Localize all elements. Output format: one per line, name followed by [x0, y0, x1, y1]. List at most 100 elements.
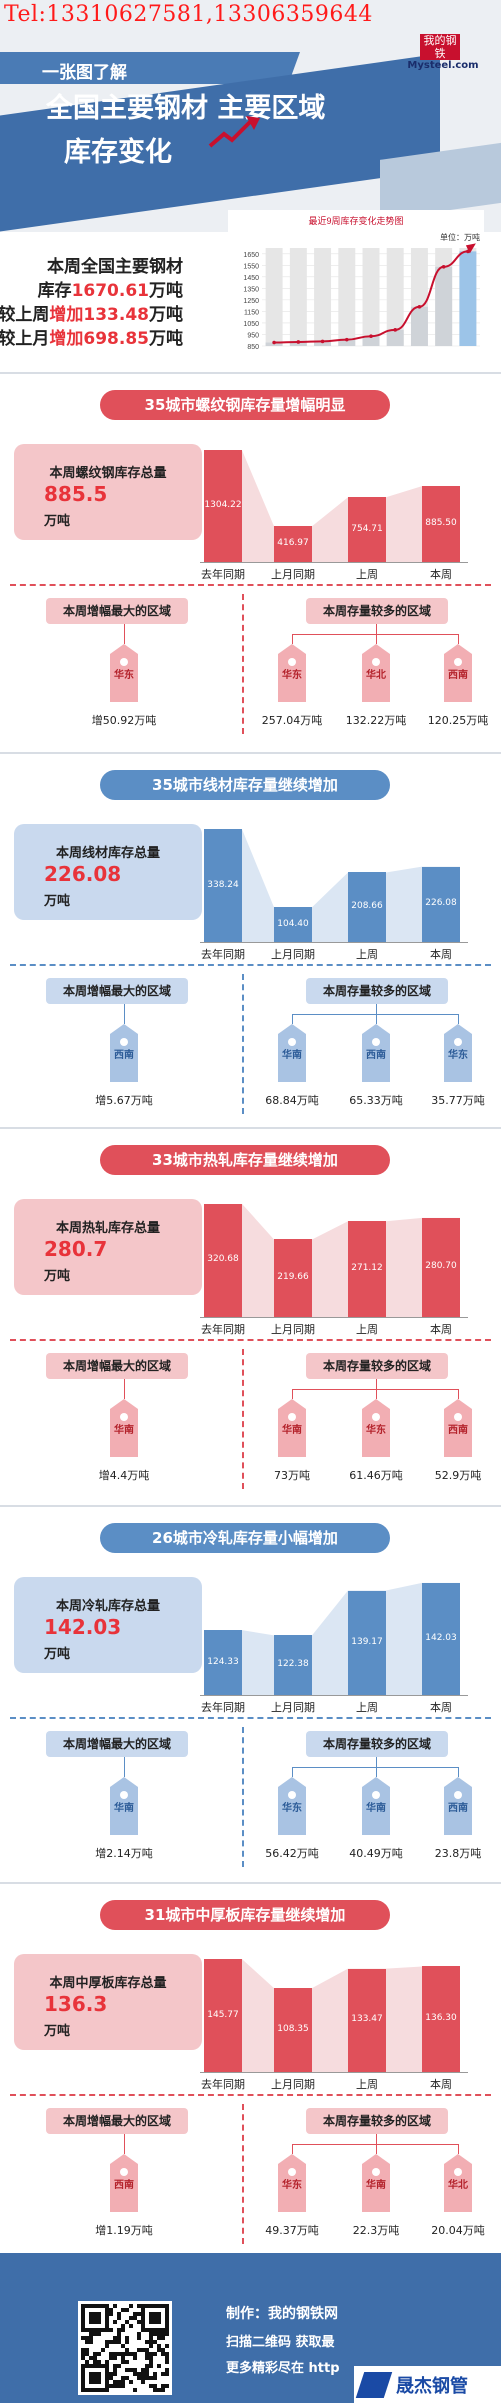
qr-module	[129, 2368, 133, 2372]
qr-module	[121, 2380, 125, 2384]
qr-finder	[89, 2372, 101, 2384]
inventory-section: 31城市中厚板库存量继续增加 本周中厚板库存总量 136.3 万吨 145.77 去年同期…	[0, 1882, 501, 2257]
qr-module	[113, 2304, 117, 2308]
tag-hole-icon	[120, 658, 128, 666]
dashed-divider-vertical	[242, 1349, 244, 1489]
trend-ytick-label: 1150	[244, 309, 259, 316]
bar-value-label: 139.17	[351, 1636, 383, 1647]
bar-value-label: 271.12	[351, 1263, 383, 1274]
qr-module	[125, 2376, 129, 2380]
tag-connector	[124, 1757, 125, 1777]
qr-module	[145, 2348, 149, 2352]
tag-tip	[362, 644, 390, 654]
summary-unit: 万吨	[149, 305, 183, 325]
qr-module	[101, 2348, 105, 2352]
tag-hole-icon	[288, 1038, 296, 1046]
contact-phone: Tel:13310627581,13306359644	[4, 2, 373, 27]
bar-category-label: 本周	[430, 948, 452, 961]
qr-module	[109, 2328, 113, 2332]
trend-ytick-label: 1250	[243, 298, 259, 305]
trend-point	[369, 334, 373, 338]
brand-logo: 晟杰钢管	[354, 2366, 501, 2403]
dashed-divider-vertical	[242, 974, 244, 1114]
bar	[422, 1582, 460, 1695]
qr-module	[125, 2320, 129, 2324]
qr-module	[165, 2352, 169, 2356]
tag-tip	[278, 1399, 306, 1409]
tag-region: 华南	[282, 1050, 302, 1061]
total-stock-card: 本周螺纹钢库存总量 885.5 万吨	[14, 444, 202, 540]
qr-module	[153, 2388, 157, 2392]
region-value: 23.8万吨	[434, 1847, 482, 1860]
summary-prefix: 较上月	[0, 329, 50, 349]
qr-module	[157, 2336, 161, 2340]
bar	[422, 486, 460, 562]
trend-point	[417, 305, 422, 309]
tag-region: 华东	[366, 1425, 386, 1436]
qr-module	[137, 2312, 141, 2316]
tag-region: 华东	[448, 1050, 468, 1061]
section-title: 31城市中厚板库存量继续增加	[100, 1900, 390, 1930]
bar	[204, 829, 242, 942]
tag-hole-icon	[454, 1413, 462, 1421]
qr-module	[93, 2352, 97, 2356]
trend-point	[296, 340, 301, 344]
qr-module	[165, 2332, 169, 2336]
qr-module	[137, 2348, 141, 2352]
region-value: 68.84万吨	[265, 1094, 319, 1107]
tag-connector	[458, 1767, 459, 1777]
card-label: 本周线材库存总量	[55, 846, 160, 861]
dashed-divider-vertical	[242, 594, 244, 734]
qr-module	[105, 2340, 109, 2344]
qr-module	[149, 2356, 153, 2360]
bar-category-label: 去年同期	[201, 1701, 245, 1714]
region-value: 增5.67万吨	[95, 1094, 153, 1107]
tag-connector	[292, 1389, 293, 1399]
tag-hole-icon	[454, 658, 462, 666]
bar-value-label: 108.35	[277, 2024, 309, 2035]
tag-region: 华南	[114, 1803, 134, 1814]
qr-module	[121, 2344, 125, 2348]
tag-hole-icon	[372, 1413, 380, 1421]
comparison-bar-chart: 124.33 去年同期 122.38 上月同期 139.17 上周 142.03 本周	[200, 1567, 476, 1727]
qr-module	[149, 2384, 153, 2388]
section-separator	[0, 1882, 501, 1884]
qr-module	[117, 2332, 121, 2336]
bar-category-label: 上月同期	[271, 1701, 315, 1714]
tag-connector	[292, 1767, 458, 1768]
card-label: 本周中厚板库存总量	[49, 1976, 167, 1991]
max-increase-label: 本周增幅最大的区域	[46, 598, 188, 624]
qr-module	[81, 2352, 85, 2356]
qr-module	[113, 2352, 117, 2356]
dashed-divider	[10, 1717, 491, 1719]
summary-line1: 本周全国主要钢材	[47, 257, 183, 277]
qr-module	[105, 2360, 109, 2364]
tag-hole-icon	[372, 1038, 380, 1046]
tag-connector	[376, 1389, 377, 1399]
tag-hole-icon	[454, 1791, 462, 1799]
page-title-line1: 全国主要钢材 主要区域	[46, 93, 326, 124]
card-value: 142.03	[44, 1615, 122, 1639]
tag-region: 西南	[448, 1803, 468, 1814]
tag-connector	[376, 1767, 377, 1777]
qr-module	[145, 2356, 149, 2360]
bar-value-label: 280.70	[425, 1261, 457, 1272]
bar	[274, 1635, 312, 1695]
qr-module	[125, 2348, 129, 2352]
bar-category-label: 上周	[356, 2078, 378, 2091]
qr-module	[109, 2372, 113, 2376]
comparison-bar-chart: 145.77 去年同期 108.35 上月同期 133.47 上周 136.30 本周	[200, 1944, 476, 2104]
region-value: 120.25万吨	[427, 714, 489, 727]
bar-value-label: 885.50	[425, 518, 457, 529]
qr-module	[113, 2368, 117, 2372]
mysteel-logo: 我的钢铁 Mysteel.com	[404, 34, 482, 74]
section-title: 35城市线材库存量继续增加	[100, 770, 390, 800]
qr-module	[137, 2336, 141, 2340]
qr-module	[137, 2372, 141, 2376]
qr-module	[161, 2336, 165, 2340]
tag-tip	[110, 644, 138, 654]
qr-module	[105, 2344, 109, 2348]
qr-module	[125, 2336, 129, 2340]
card-unit: 万吨	[44, 1269, 71, 1284]
qr-finder	[149, 2312, 161, 2324]
